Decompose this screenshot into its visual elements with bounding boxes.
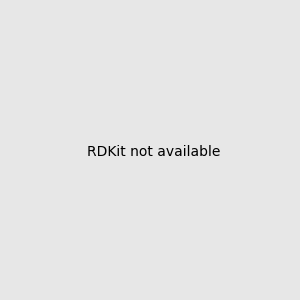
Text: RDKit not available: RDKit not available [87,145,220,158]
